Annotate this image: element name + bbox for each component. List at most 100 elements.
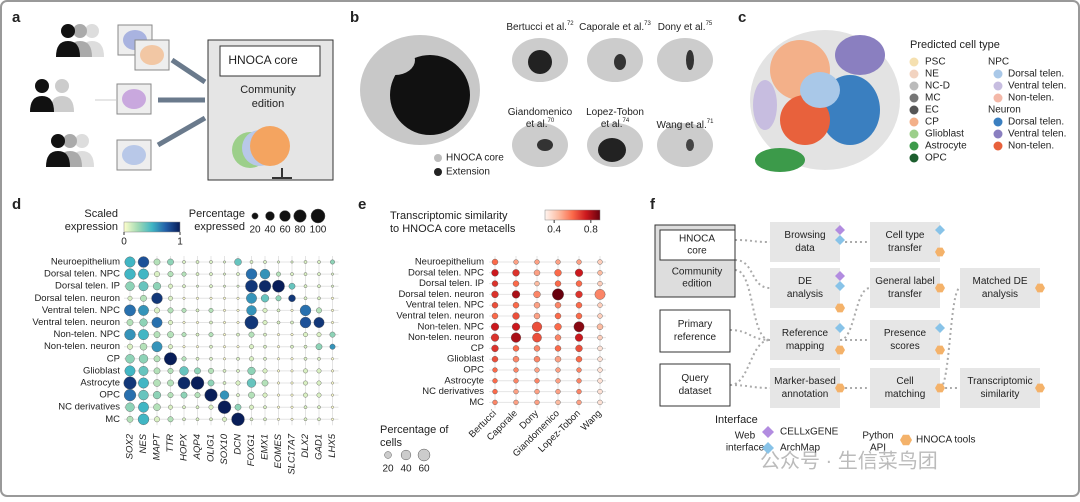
row-label: Ventral telen. neuron xyxy=(32,317,120,328)
tool-icon xyxy=(900,434,912,446)
dot xyxy=(223,321,226,324)
dot xyxy=(207,379,215,387)
node-label: Query xyxy=(681,373,708,384)
legend-swatch xyxy=(909,117,919,127)
legend-swatch xyxy=(993,69,1003,79)
dot xyxy=(195,332,200,337)
col-label: TTR xyxy=(165,434,176,453)
dot xyxy=(195,417,200,422)
tool-icon xyxy=(935,345,945,355)
box-subtitle: Community xyxy=(240,84,296,96)
col-label: LHX5 xyxy=(327,433,338,457)
row-label: OPC xyxy=(99,390,120,401)
dot xyxy=(316,307,322,314)
panel-a-art xyxy=(30,24,334,181)
legend-label: HNOCA core xyxy=(446,153,504,164)
dot xyxy=(331,381,334,385)
dot xyxy=(262,392,268,398)
tool-icon xyxy=(935,225,945,235)
legend-swatch xyxy=(993,93,1003,103)
dot xyxy=(194,367,201,375)
col-label: EOMES xyxy=(273,433,284,468)
node xyxy=(770,368,840,408)
legend-label: Ventral telen. xyxy=(1008,129,1066,140)
dot xyxy=(249,417,254,422)
dot xyxy=(195,405,200,409)
dot xyxy=(513,367,519,373)
dot xyxy=(261,379,269,387)
dot xyxy=(164,352,177,366)
dot xyxy=(511,322,521,331)
row-label: Dorsal telen. neuron xyxy=(34,293,120,304)
legend-swatch xyxy=(909,141,919,151)
dot xyxy=(290,393,294,397)
dot xyxy=(222,381,227,385)
node-label: Presence xyxy=(884,328,927,339)
cbar-tick-label: 1 xyxy=(177,237,183,248)
cbar-title: to HNOCA core metacells xyxy=(390,223,516,235)
dot xyxy=(182,296,186,300)
dot xyxy=(290,381,294,385)
dot xyxy=(277,381,280,385)
tool-icon xyxy=(835,235,845,245)
dot xyxy=(223,357,226,361)
dot xyxy=(331,393,334,397)
legend-label: Astrocyte xyxy=(925,141,967,152)
dot xyxy=(153,403,161,411)
node-label: transfer xyxy=(888,289,923,300)
legend-label: OPC xyxy=(925,153,947,164)
dot xyxy=(331,405,334,409)
cbar-tick-label: 0.8 xyxy=(584,225,598,236)
dot xyxy=(272,279,285,293)
node-label: Browsing xyxy=(784,230,825,241)
tool-icon xyxy=(835,225,845,235)
colorbar xyxy=(544,209,601,221)
dot xyxy=(331,296,334,300)
dot xyxy=(168,295,173,301)
dot xyxy=(576,388,582,395)
dot xyxy=(534,367,540,373)
dot xyxy=(154,416,160,423)
dot xyxy=(290,369,294,373)
row-label: Non-telen. neuron xyxy=(44,341,120,352)
dot xyxy=(290,405,294,409)
dot xyxy=(277,369,280,373)
col-label: SOX10 xyxy=(219,433,230,464)
node-label: data xyxy=(795,243,815,254)
dot xyxy=(575,344,583,353)
dot xyxy=(124,304,136,317)
row-label: Dorsal telen. IP xyxy=(55,281,120,292)
dot xyxy=(196,345,199,349)
dot xyxy=(597,259,603,265)
dot xyxy=(249,404,254,410)
legend-label: Python xyxy=(862,431,893,442)
legend-label: API xyxy=(870,443,886,454)
dot xyxy=(263,405,267,409)
tool-icon xyxy=(835,271,845,281)
node-label: transfer xyxy=(888,243,923,254)
dot xyxy=(223,284,226,288)
dataset-label: Lopez-Tobon xyxy=(586,107,644,118)
dot xyxy=(597,367,603,373)
node xyxy=(870,320,940,360)
cbar-title: Scaled xyxy=(84,208,118,220)
dot xyxy=(137,256,150,268)
node xyxy=(870,222,940,262)
dot xyxy=(594,289,606,300)
dot xyxy=(138,401,149,413)
dot xyxy=(190,376,205,390)
dot xyxy=(153,355,161,363)
dot xyxy=(195,308,200,313)
dot xyxy=(317,284,321,288)
node xyxy=(770,222,840,262)
dot xyxy=(235,380,241,386)
dot xyxy=(329,343,336,350)
dot xyxy=(276,271,281,277)
dot xyxy=(554,269,562,277)
size-key-label: 40 xyxy=(400,464,412,475)
dot xyxy=(303,368,308,374)
dot xyxy=(127,295,133,301)
dot xyxy=(245,268,258,280)
dot xyxy=(554,323,562,331)
legend-title: Predicted cell type xyxy=(910,39,1000,51)
